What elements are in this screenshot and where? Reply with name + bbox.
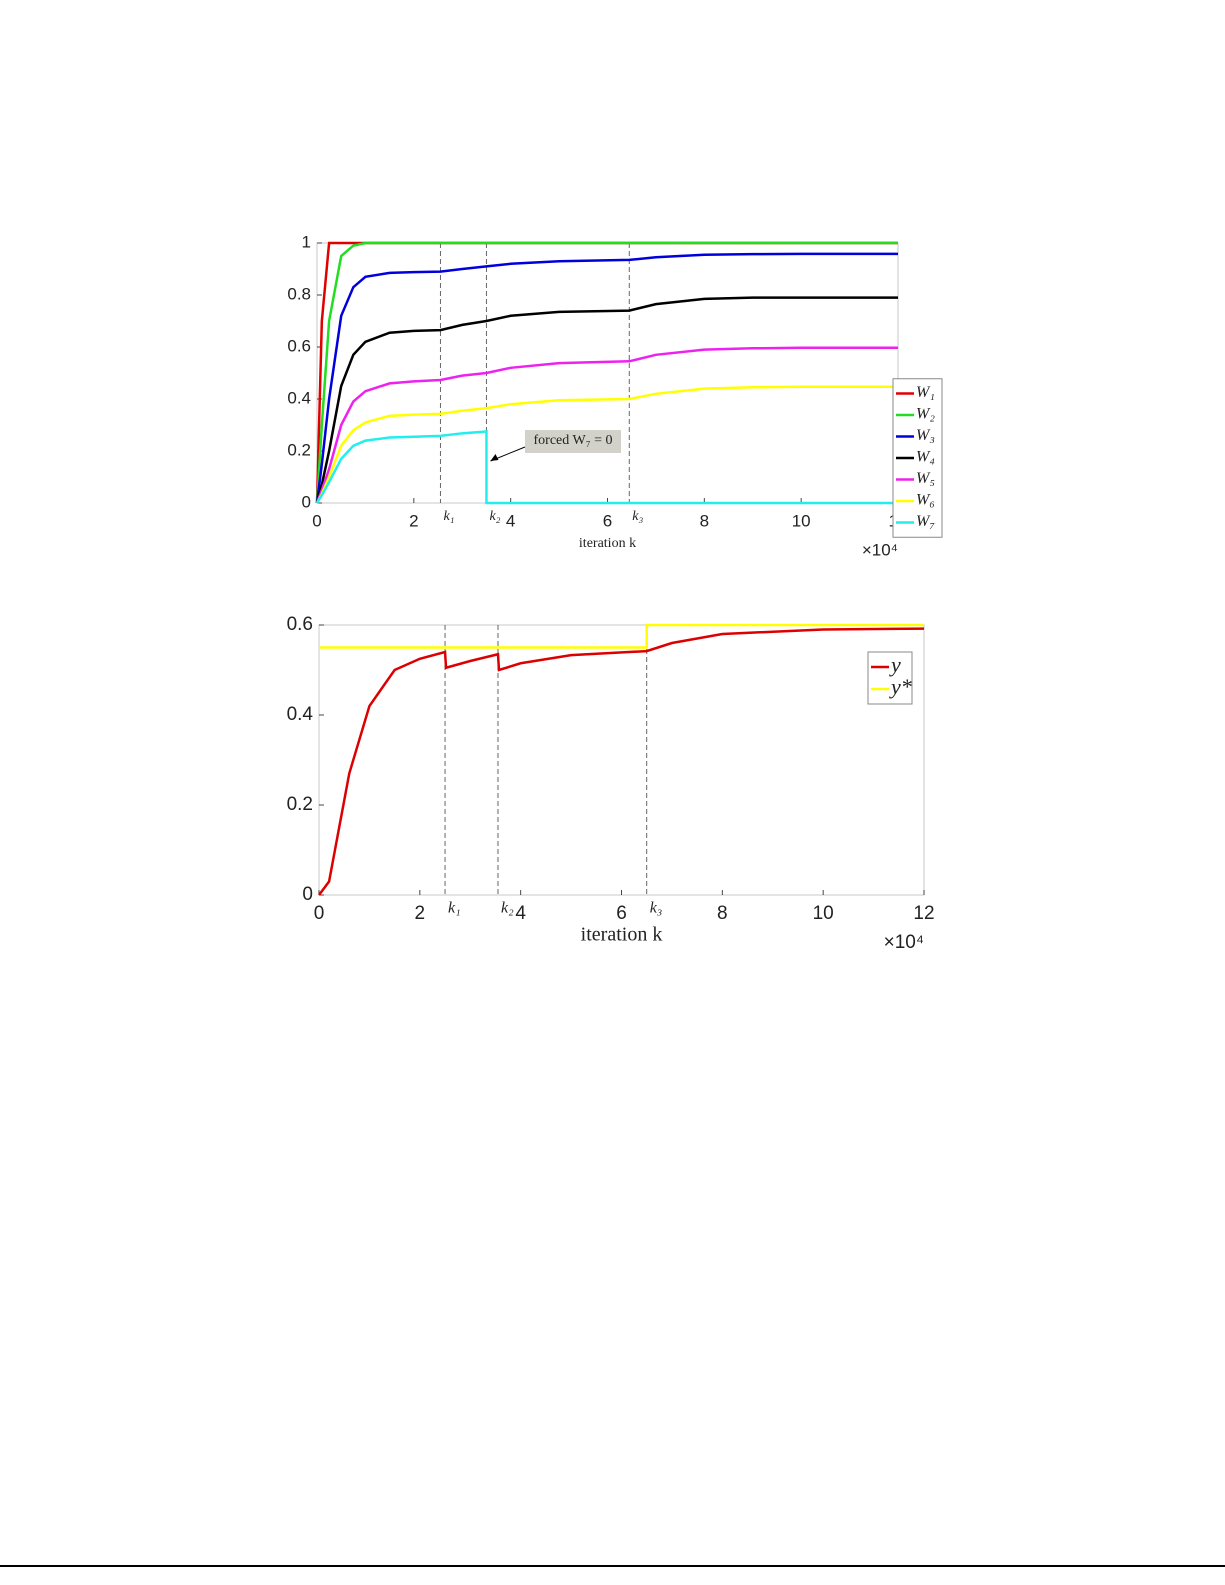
marker-label: k₁ — [443, 509, 454, 524]
marker-label: k₁ — [448, 900, 461, 917]
x-tick-label: 10 — [792, 511, 811, 530]
x-tick-label: 8 — [700, 511, 709, 530]
series-line — [315, 241, 898, 504]
legend-label: W₇ — [916, 513, 935, 530]
legend-label: W₃ — [916, 427, 935, 444]
x-tick-label: 0 — [314, 903, 325, 924]
y-tick-label: 0.4 — [287, 704, 314, 725]
annotation-text: forced W₇ = 0 — [534, 433, 613, 448]
series-line — [319, 623, 924, 649]
x-axis-label: iteration k — [579, 536, 636, 551]
series-line — [315, 296, 898, 504]
legend-label: W₆ — [916, 492, 935, 509]
marker-label: k₂ — [501, 900, 514, 917]
y-tick-label: 0.2 — [287, 440, 311, 459]
x-tick-label: 2 — [415, 903, 426, 924]
marker-label: k₃ — [632, 509, 643, 524]
legend-label: W₅ — [916, 470, 935, 487]
x-scale-label: ×10⁴ — [884, 932, 924, 953]
x-tick-label: 0 — [312, 511, 321, 530]
plot-area — [318, 624, 925, 896]
arrow-head — [490, 454, 499, 461]
series-line — [315, 385, 898, 504]
y-tick-label: 0 — [302, 884, 313, 905]
x-tick-label: 2 — [409, 511, 418, 530]
plot-area — [316, 242, 899, 504]
series-line — [315, 346, 898, 504]
series-line — [315, 252, 898, 504]
y-tick-label: 0.2 — [287, 794, 313, 815]
legend-label: W₂ — [916, 406, 935, 423]
legend-label: W₁ — [916, 384, 935, 401]
x-tick-label: 10 — [813, 903, 834, 924]
y-tick-label: 0.4 — [287, 388, 311, 407]
x-tick-label: 12 — [913, 903, 934, 924]
x-tick-label: 8 — [717, 903, 728, 924]
y-tick-label: 0 — [302, 492, 311, 511]
legend-box — [867, 651, 913, 705]
x-tick-label: 4 — [515, 903, 526, 924]
x-tick-label: 6 — [603, 511, 612, 530]
x-scale-label: ×10⁴ — [862, 540, 898, 559]
x-tick-label: 6 — [616, 903, 627, 924]
x-axis-label: iteration k — [581, 924, 663, 946]
marker-label: k₃ — [650, 900, 663, 917]
legend-label: W₄ — [916, 449, 935, 466]
y-tick-label: 1 — [302, 232, 311, 251]
annotation: forced W₇ = 0 — [490, 430, 621, 462]
y-tick-label: 0.6 — [287, 336, 311, 355]
series-line — [315, 430, 898, 505]
legend-label: y* — [889, 674, 912, 699]
series-line — [317, 627, 925, 896]
legend-label: y — [889, 652, 901, 677]
annotation-box — [525, 430, 621, 453]
y-tick-label: 0.6 — [287, 614, 313, 635]
x-tick-label: 4 — [506, 511, 515, 530]
marker-label: k₂ — [489, 509, 500, 524]
y-tick-label: 0.8 — [287, 284, 311, 303]
